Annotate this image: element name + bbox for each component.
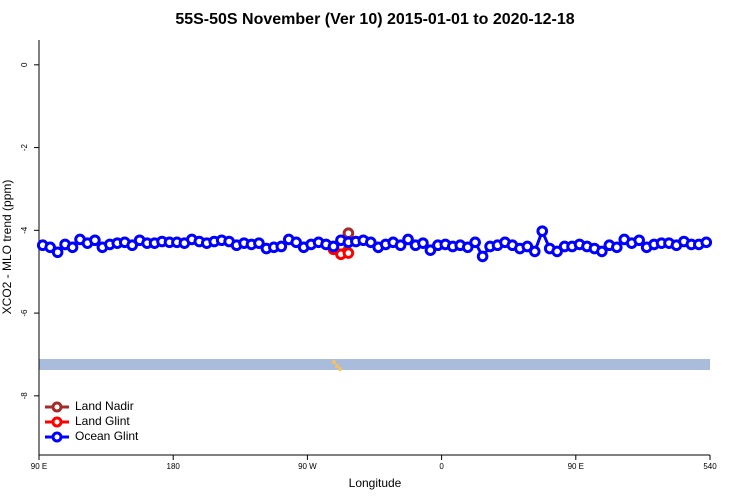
x-tick-label: 90 E <box>31 462 47 471</box>
land-mask-dot <box>338 367 342 371</box>
land-mask-dot <box>332 360 336 364</box>
data-point <box>44 241 56 254</box>
data-point <box>528 245 541 258</box>
data-point <box>700 236 713 249</box>
data-point <box>126 239 138 252</box>
data-point <box>551 245 563 258</box>
data-point <box>536 225 549 237</box>
data-point <box>521 240 534 253</box>
data-point <box>611 241 623 254</box>
x-tick-label: 0 <box>439 462 444 471</box>
data-point <box>66 241 79 254</box>
y-axis-label: XCO2 - MLO trend (ppm) <box>0 180 14 315</box>
data-point <box>364 236 377 249</box>
data-point <box>342 227 355 240</box>
legend-label: Land Nadir <box>75 399 134 413</box>
data-point <box>327 240 340 253</box>
y-tick-label: -8 <box>20 392 29 400</box>
x-axis-label: Longitude <box>349 476 402 490</box>
x-tick-label: 90 E <box>568 462 584 471</box>
data-point <box>461 241 474 254</box>
data-point <box>596 245 608 258</box>
data-point <box>424 244 437 256</box>
legend-label: Land Glint <box>75 414 130 428</box>
chart-title: 55S-50S November (Ver 10) 2015-01-01 to … <box>175 11 574 28</box>
y-tick-label: -4 <box>20 226 29 234</box>
legend-swatch-point <box>51 401 63 413</box>
data-point <box>89 234 101 247</box>
x-tick-label: 540 <box>703 462 717 471</box>
data-point <box>253 237 265 249</box>
data-point <box>402 233 414 246</box>
data-point <box>394 239 407 252</box>
land-mask-band <box>39 359 710 370</box>
data-point <box>275 240 288 253</box>
y-tick-label: -2 <box>20 143 29 151</box>
land-mask-dot <box>335 364 339 368</box>
data-point <box>342 247 355 259</box>
data-point <box>633 234 645 247</box>
data-point <box>417 237 429 249</box>
data-point <box>51 246 64 259</box>
legend-swatch-point <box>51 416 63 428</box>
data-point <box>469 236 481 249</box>
y-tick-label: -6 <box>20 309 29 317</box>
legend-label: Ocean Glint <box>75 429 139 443</box>
data-point <box>290 236 303 249</box>
x-tick-label: 90 W <box>298 462 317 471</box>
y-tick-label: 0 <box>20 62 29 67</box>
data-point <box>476 250 489 263</box>
x-tick-label: 180 <box>167 462 181 471</box>
legend-swatch-point <box>51 431 63 443</box>
